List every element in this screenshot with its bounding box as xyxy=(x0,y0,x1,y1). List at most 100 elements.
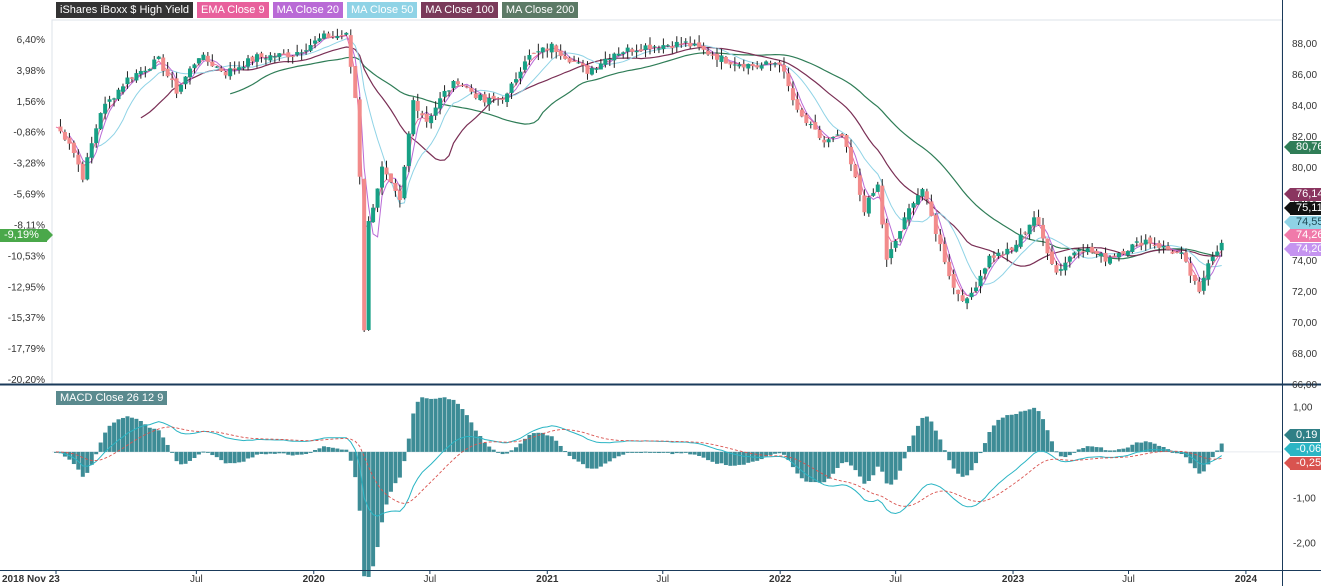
candle-body xyxy=(840,134,845,136)
candle-body xyxy=(688,42,693,47)
candle-body xyxy=(1000,254,1005,256)
macd-hist-bar xyxy=(585,451,590,469)
candle-body xyxy=(567,57,572,63)
candle-body xyxy=(335,36,340,39)
candle-body xyxy=(228,68,233,77)
macd-hist-bar xyxy=(286,451,291,455)
candle-body xyxy=(1161,245,1166,248)
macd-hist-bar xyxy=(670,451,675,455)
macd-hist-bar xyxy=(393,451,398,484)
candle-body xyxy=(719,55,724,62)
macd-hist-bar xyxy=(179,451,184,465)
macd-hist-bar xyxy=(125,416,130,452)
macd-hist-bar xyxy=(978,451,983,454)
candle-body xyxy=(460,84,465,86)
candle-body xyxy=(996,252,1001,257)
macd-hist-bar xyxy=(951,451,956,469)
y-right-tick: 86,00 xyxy=(1292,70,1317,81)
x-tick-label: 2018 Nov 23 xyxy=(2,574,60,585)
macd-hist-bar xyxy=(835,451,840,468)
macd-hist-bar xyxy=(826,451,831,479)
candle-body xyxy=(134,73,139,81)
candle-body xyxy=(625,47,630,52)
macd-hist-bar xyxy=(214,451,219,458)
candle-body xyxy=(674,41,679,47)
candle-body xyxy=(254,54,259,62)
macd-hist-bar xyxy=(607,451,612,462)
macd-hist-bar xyxy=(589,451,594,469)
candle-body xyxy=(451,81,456,89)
macd-hist-bar xyxy=(112,422,117,452)
candle-body xyxy=(330,35,335,37)
candle-body xyxy=(85,157,90,180)
candle-body xyxy=(576,62,581,64)
macd-hist-bar xyxy=(648,451,652,453)
candle-body xyxy=(371,207,376,223)
candle-body xyxy=(773,63,778,65)
candle-body xyxy=(496,98,501,100)
legend-ma20[interactable]: MA Close 20 xyxy=(272,2,343,18)
candle-body xyxy=(558,50,563,57)
candle-body xyxy=(701,45,706,50)
macd-hist-bar xyxy=(1094,447,1099,452)
candle-body xyxy=(1090,246,1095,253)
legend-ma200[interactable]: MA Close 200 xyxy=(501,2,579,18)
candle-body xyxy=(893,240,898,248)
candle-body xyxy=(969,292,974,298)
candle-body xyxy=(473,93,478,99)
candle-body xyxy=(313,40,318,44)
candle-body xyxy=(295,52,300,55)
y-left-tick: -0,86% xyxy=(13,128,45,139)
macd-hist-bar xyxy=(1108,450,1113,452)
y-left-tick: 3,98% xyxy=(17,66,45,77)
macd-hist-bar xyxy=(1125,447,1130,452)
legend-main[interactable]: iShares iBoxx $ High Yield xyxy=(56,2,194,18)
candle-body xyxy=(393,182,398,191)
macd-hist-bar xyxy=(518,443,523,452)
candle-body xyxy=(509,83,514,93)
candle-body xyxy=(210,61,215,67)
legend-macd[interactable]: MACD Close 26 12 9 xyxy=(56,391,168,405)
candle-body xyxy=(898,231,903,239)
macd-hist-bar xyxy=(884,451,889,484)
macd-hist-bar xyxy=(960,451,965,477)
macd-hist-bar xyxy=(844,451,849,463)
macd-hist-bar xyxy=(683,451,688,453)
candle-body xyxy=(634,50,639,53)
macd-hist-bar xyxy=(661,451,666,453)
macd-hist-bar xyxy=(295,451,300,455)
candle-body xyxy=(1036,217,1041,225)
macd-hist-bar xyxy=(1041,419,1046,452)
macd-hist-bar xyxy=(545,435,550,452)
candle-body xyxy=(397,190,402,200)
candle-body xyxy=(281,53,286,55)
candle-body xyxy=(58,126,63,132)
legend-ma50[interactable]: MA Close 50 xyxy=(346,2,418,18)
candle-body xyxy=(491,95,496,99)
macd-hist-bar xyxy=(80,451,85,477)
macd-hist-bar xyxy=(272,451,277,454)
macd-hist-bar xyxy=(254,451,259,455)
candle-body xyxy=(880,185,885,225)
candle-body xyxy=(643,45,648,51)
macd-hist-bar xyxy=(974,451,979,464)
candle-body xyxy=(1134,241,1139,243)
candle-body xyxy=(844,134,849,147)
x-tick-label: Jul xyxy=(1122,574,1135,585)
candle-body xyxy=(518,71,523,79)
candle-body xyxy=(679,43,684,45)
macd-hist-bar xyxy=(639,451,644,453)
legend-ma100[interactable]: MA Close 100 xyxy=(421,2,498,18)
macd-hist-bar xyxy=(527,434,532,452)
x-tick-label: Jul xyxy=(656,574,669,585)
macd-hist-bar xyxy=(411,413,416,452)
macd-hist-bar xyxy=(277,451,282,454)
legend-ema9[interactable]: EMA Close 9 xyxy=(197,2,269,18)
candle-body xyxy=(1130,244,1135,252)
macd-hist-bar xyxy=(348,451,353,461)
macd-hist-bar xyxy=(822,451,827,483)
candle-body xyxy=(286,52,291,58)
candle-body xyxy=(714,53,719,60)
candle-body xyxy=(1072,252,1077,256)
macd-hist-bar xyxy=(616,451,621,457)
